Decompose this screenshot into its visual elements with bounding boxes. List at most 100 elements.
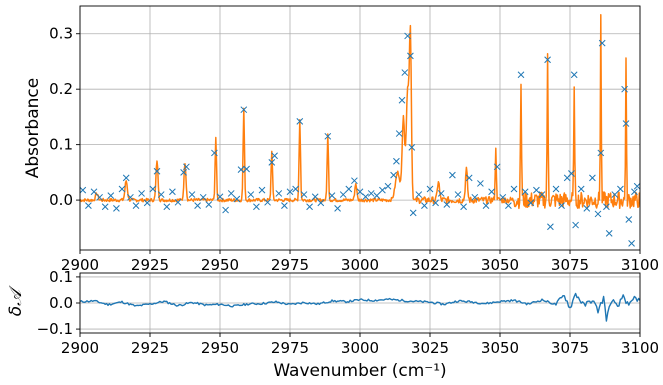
measured-point-marker (85, 202, 92, 209)
measured-point-marker (373, 192, 381, 200)
model-fit-line (79, 13, 641, 210)
residual-x-tick-label: 2975 (271, 339, 309, 357)
measured-point-marker (132, 202, 140, 209)
absorbance-x-tick-label: 2925 (131, 256, 169, 274)
residual-x-tick-label: 3100 (621, 339, 659, 357)
residual-x-tick-label: 3075 (551, 339, 589, 357)
absorbance-y-tick-label: 0.3 (49, 25, 73, 43)
measured-point-marker (488, 188, 495, 196)
measured-point-marker (505, 202, 512, 209)
measured-point-marker (628, 239, 635, 247)
measured-point-marker (300, 191, 308, 198)
residual-panel: 2900 2925 2950 2975 3000 3025 3050 3075 3100 −0.1… (6, 268, 659, 381)
measured-point-marker (138, 190, 145, 197)
measured-point-marker (633, 182, 641, 190)
measured-point-marker (384, 182, 392, 190)
absorbance-y-tick-label: 0.2 (49, 80, 73, 98)
measured-point-marker (449, 171, 456, 179)
measured-point-marker (339, 191, 347, 198)
measured-point-marker (544, 56, 551, 64)
measured-point-marker (517, 71, 525, 79)
measured-point-marker (188, 191, 196, 198)
measured-point-marker (271, 152, 278, 160)
measured-point-marker (437, 190, 445, 197)
measured-point-marker (521, 188, 529, 196)
measured-point-marker (317, 199, 325, 207)
measured-point-marker (328, 192, 336, 200)
measured-point-marker (183, 163, 190, 171)
measured-point-marker (292, 185, 299, 193)
absorbance-x-tick-label: 2950 (201, 256, 239, 274)
measured-point-marker (174, 198, 182, 206)
residual-y-tick-label: −0.1 (37, 320, 73, 338)
measured-point-marker (460, 203, 467, 211)
measured-point-marker (401, 69, 409, 76)
residual-axes: 2900 2925 2950 2975 3000 3025 3050 3075 3100 −0.1… (37, 268, 660, 357)
absorbance-x-tick-label: 2900 (61, 256, 99, 274)
measured-point-marker (527, 199, 535, 207)
measured-point-marker (356, 188, 364, 196)
measured-point-marker (390, 171, 397, 179)
absorbance-y-axis-label: Absorbance (23, 78, 43, 178)
absorbance-axes: 2900 2925 2950 2975 3000 3025 3050 3075 3100 0.0 0… (49, 25, 659, 274)
measured-point-marker (268, 159, 276, 166)
measured-point-marker (157, 191, 165, 198)
measured-point-marker (622, 120, 630, 127)
residual-x-tick-label: 3050 (481, 339, 519, 357)
measured-point-marker (194, 202, 201, 209)
measured-point-marker (334, 205, 341, 212)
measured-point-marker (113, 205, 120, 212)
measured-point-marker (415, 191, 423, 198)
measured-point-marker (611, 191, 619, 198)
measured-point-marker (547, 223, 554, 231)
measured-point-marker (163, 203, 171, 211)
measured-point-marker (324, 132, 332, 140)
measured-point-marker (570, 71, 578, 79)
measured-point-marker (617, 185, 624, 193)
residual-x-tick-label: 3025 (411, 339, 449, 357)
measured-point-marker (281, 202, 288, 209)
residual-x-tick-label: 2925 (131, 339, 169, 357)
measured-point-marker (552, 185, 560, 193)
measured-point-marker (211, 149, 218, 157)
measured-point-marker (572, 221, 579, 229)
residual-x-tick-label: 2900 (61, 339, 99, 357)
measured-point-marker (407, 52, 414, 60)
measured-point-marker (351, 177, 358, 185)
measured-point-marker (477, 180, 484, 187)
measured-point-marker (306, 203, 313, 211)
absorbance-x-tick-label: 3075 (551, 256, 589, 274)
measured-point-marker (233, 195, 241, 203)
measured-point-marker (395, 130, 403, 137)
measured-point-marker (169, 188, 176, 196)
measured-point-marker (237, 166, 245, 173)
measured-point-marker (408, 144, 416, 151)
measured-point-marker (79, 186, 87, 194)
measured-point-marker (107, 192, 115, 200)
measured-point-marker (180, 169, 187, 176)
measured-point-marker (533, 186, 540, 194)
absorbance-x-tick-label: 3050 (481, 256, 519, 274)
measured-point-marker (577, 185, 585, 193)
measured-point-marker (432, 199, 439, 207)
measured-point-marker (465, 174, 473, 182)
measured-point-marker (421, 202, 428, 209)
measured-point-marker (127, 193, 134, 201)
absorbance-y-tick-label: 0.0 (49, 191, 73, 209)
measured-point-marker (621, 85, 628, 93)
x-axis-label: Wavenumber (cm⁻¹) (273, 361, 446, 381)
measured-point-marker (247, 191, 255, 198)
measured-point-marker (149, 185, 157, 193)
measured-point-marker (625, 216, 633, 223)
measured-point-marker (538, 191, 546, 198)
absorbance-x-tick-label: 3025 (411, 256, 449, 274)
measured-point-marker (367, 190, 375, 197)
residual-x-tick-label: 3000 (341, 339, 379, 357)
measured-point-marker (362, 193, 369, 201)
residual-y-tick-label: 0.0 (49, 294, 73, 312)
measured-point-marker (258, 186, 266, 194)
absorbance-x-tick-label: 3000 (341, 256, 379, 274)
measured-point-marker (264, 198, 271, 206)
measured-point-marker (286, 188, 294, 196)
